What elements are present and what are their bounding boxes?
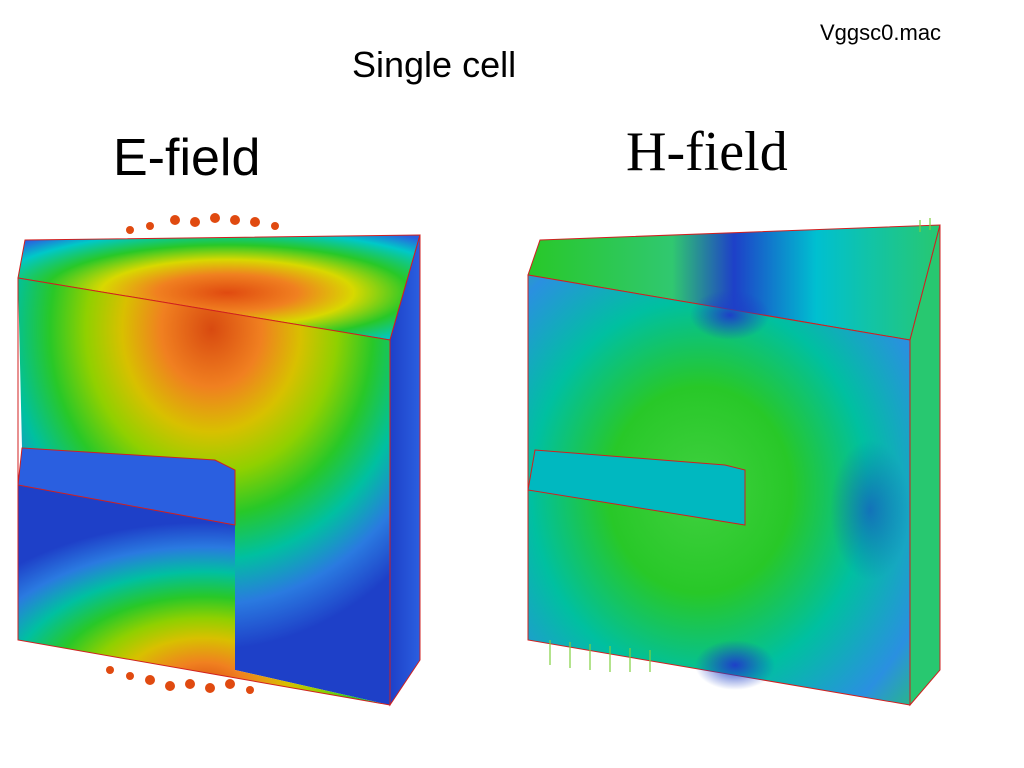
e-field-render-image [17, 213, 421, 707]
h-field-title: H-field [626, 121, 788, 183]
slide-title: Single cell [352, 44, 517, 85]
e-field-title: E-field [113, 129, 261, 187]
h-field-render-image [527, 218, 941, 707]
file-name-label: Vggsc0.mac [820, 20, 942, 45]
e-field-render [0, 200, 440, 720]
h-field-render [510, 210, 950, 720]
